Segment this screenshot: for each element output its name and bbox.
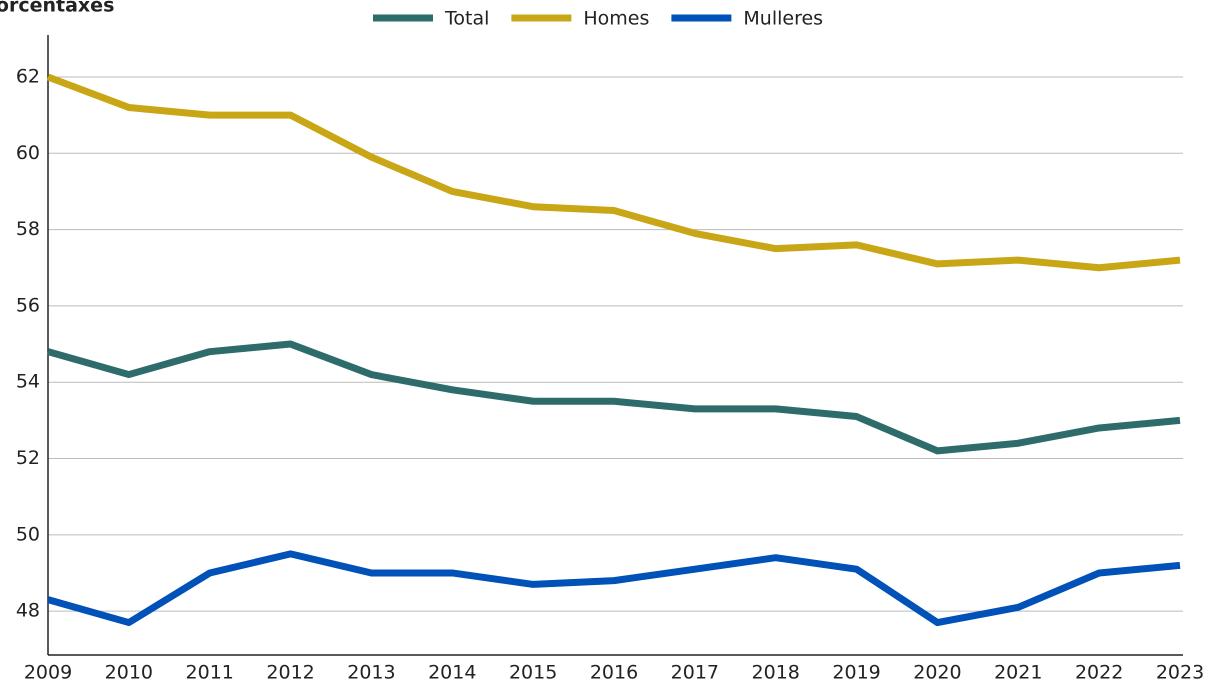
y-tick-label: 54 [16,371,40,393]
x-tick-label: 2023 [1156,662,1204,684]
x-tick-label: 2017 [671,662,719,684]
legend-label: Total [444,8,489,30]
x-tick-label: 2018 [752,662,800,684]
legend-label: Mulleres [743,8,823,30]
series-line [46,73,1181,272]
series-line [47,340,1181,455]
legend-label: Homes [583,8,649,30]
x-tick-label: 2011 [186,662,234,684]
y-tick-label: 60 [16,142,40,164]
y-tick-label: 48 [16,600,40,622]
x-tick-label: 2020 [913,662,961,684]
y-tick-label: 56 [16,294,40,316]
x-tick-label: 2014 [428,662,476,684]
y-tick-label: 62 [16,65,40,87]
x-tick-label: 2015 [509,662,557,684]
y-tick-label: 50 [16,523,40,545]
x-tick-label: 2012 [266,662,314,684]
x-tick-label: 2013 [347,662,395,684]
y-axis-label: Porcentaxes [0,0,114,17]
x-tick-label: 2016 [590,662,638,684]
x-tick-label: 2019 [832,662,880,684]
y-tick-label: 52 [16,447,40,469]
x-tick-label: 2009 [24,662,72,684]
x-tick-label: 2022 [1075,662,1123,684]
y-tick-label: 58 [16,218,40,240]
x-tick-label: 2021 [994,662,1042,684]
series-line [47,550,1181,627]
x-tick-label: 2010 [105,662,153,684]
